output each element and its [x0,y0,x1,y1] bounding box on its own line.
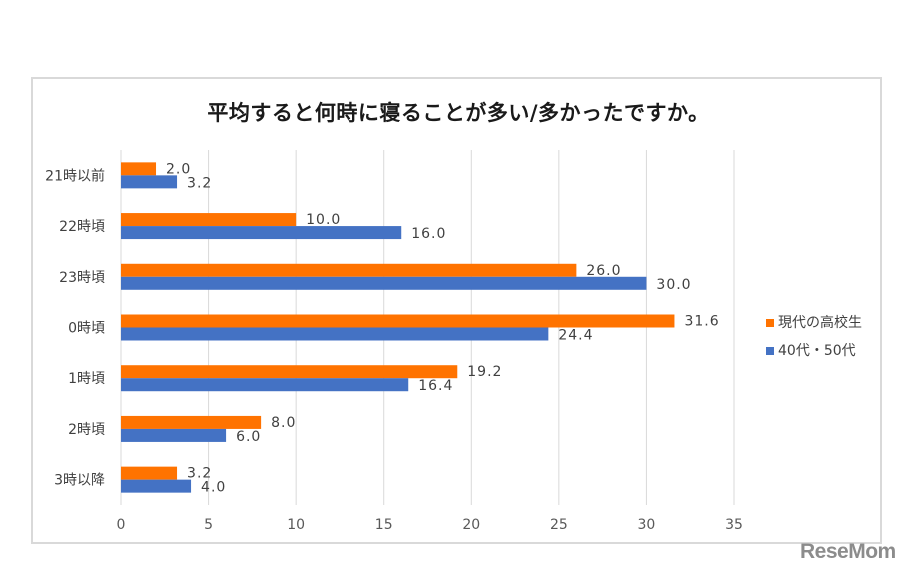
category-labels: 21時以前 22時頃 23時頃 0時頃 1時頃 2時頃 3時以降 [45,167,105,488]
bar-highschool [121,314,675,328]
x-tick-label: 25 [550,517,568,533]
category-label: 21時以前 [45,167,105,184]
data-label: 3.2 [187,175,212,191]
data-label: 2.0 [166,161,191,177]
chart-frame [31,77,882,544]
data-label: 16.4 [418,378,453,394]
x-tick-labels: 0 5 10 15 20 25 30 35 [117,517,743,533]
x-tick-label: 20 [462,517,480,533]
bar-age40-50 [121,428,227,442]
bar-highschool [121,213,297,227]
bar-highschool [121,365,458,379]
data-label: 8.0 [271,415,296,431]
x-tick-label: 15 [375,517,393,533]
category-label: 2時頃 [68,422,105,438]
data-label: 26.0 [586,263,621,279]
bar-age40-50 [121,378,409,392]
x-tick-label: 5 [204,517,213,533]
legend-swatch [766,319,774,327]
bar-age40-50 [121,276,647,290]
bar-highschool [121,466,178,480]
data-label: 3.2 [187,466,212,482]
data-label: 24.4 [558,328,593,344]
x-tick-label: 35 [725,517,743,533]
legend-label: 現代の高校生 [778,314,862,331]
legend-label: 40代・50代 [778,343,856,359]
bars [121,162,675,493]
data-label: 16.0 [411,226,446,242]
data-label: 19.2 [467,364,502,380]
x-tick-label: 0 [117,517,126,533]
resemom-logo: ReseMom [800,540,896,563]
bar-age40-50 [121,479,192,493]
data-labels: 2.03.210.016.026.030.031.624.419.216.48.… [166,161,719,496]
category-label: 1時頃 [68,371,105,387]
category-label: 23時頃 [59,270,105,286]
legend-swatch [766,347,774,355]
category-label: 0時頃 [68,321,105,337]
bar-highschool [121,263,577,277]
bar-highschool [121,415,262,429]
data-label: 30.0 [656,277,691,293]
bar-age40-50 [121,327,549,341]
data-label: 6.0 [236,429,261,445]
category-label: 3時以降 [54,473,105,489]
x-tick-label: 30 [638,517,656,533]
data-label: 10.0 [306,212,341,228]
chart-title: 平均すると何時に寝ることが多い/多かったですか。 [207,101,710,125]
legend: 現代の高校生 40代・50代 [766,314,862,359]
x-tick-label: 10 [287,517,305,533]
bar-age40-50 [121,226,402,240]
bar-highschool [121,162,157,176]
bar-age40-50 [121,175,178,189]
category-label: 22時頃 [59,219,105,235]
data-label: 4.0 [201,480,226,496]
data-label: 31.6 [684,314,719,330]
